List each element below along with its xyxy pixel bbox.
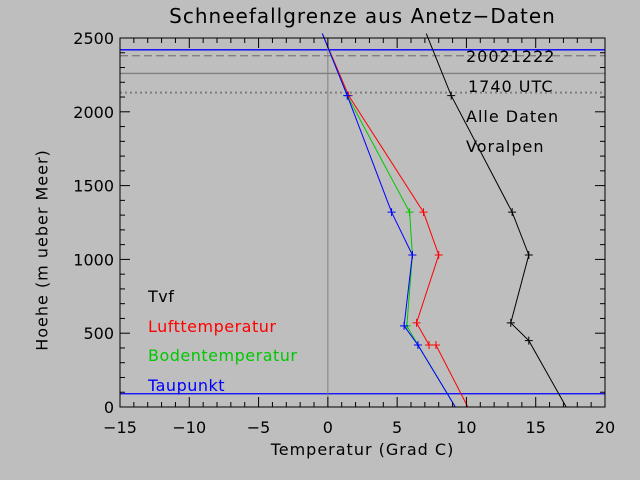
- y-tick-label: 2000: [73, 103, 114, 122]
- y-axis-label: Hoehe (m ueber Meer): [32, 149, 52, 351]
- x-tick-label: −10: [172, 418, 206, 437]
- y-tick-label: 0: [104, 398, 114, 417]
- y-tick-label: 2500: [73, 29, 114, 48]
- series-line-bodentemperatur: [321, 33, 456, 408]
- point-tvf-4: [508, 208, 517, 217]
- x-tick-label: −15: [103, 418, 137, 437]
- y-tick-label: 500: [83, 324, 114, 343]
- info-time: 1740 UTC: [468, 77, 554, 96]
- point-taupunkt-4: [387, 208, 396, 217]
- x-tick-label: 10: [456, 418, 476, 437]
- x-tick-label: −5: [247, 418, 271, 437]
- legend-taupunkt: Taupunkt: [148, 376, 226, 395]
- x-tick-label: 20: [595, 418, 615, 437]
- point-bodentemperatur-4: [405, 208, 414, 217]
- legend-bodentemperatur: Bodentemperatur: [148, 346, 298, 365]
- point-tvf-5: [447, 91, 456, 100]
- point-taupunkt-2: [400, 321, 409, 330]
- point-lufttemperatur-1: [431, 341, 440, 350]
- point-lufttemperatur-4: [434, 250, 443, 259]
- legend-lufttemperatur: Lufttemperatur: [148, 317, 277, 336]
- point-tvf-2: [506, 318, 515, 327]
- point-taupunkt-1: [413, 341, 422, 350]
- x-tick-label: 15: [526, 418, 546, 437]
- y-tick-label: 1500: [73, 177, 114, 196]
- point-lufttemperatur-3: [412, 318, 421, 327]
- info-date: 20021222: [466, 47, 556, 66]
- point-lufttemperatur-2: [425, 341, 434, 350]
- point-tvf-3: [524, 250, 533, 259]
- x-axis-label: Temperatur (Grad C): [270, 440, 455, 459]
- plot-frame: [119, 37, 606, 408]
- x-tick-label: 0: [323, 418, 333, 437]
- info-region: Voralpen: [466, 137, 545, 156]
- series-line-taupunkt: [321, 33, 456, 408]
- legend-tvf: Tvf: [148, 287, 175, 306]
- y-tick-label: 1000: [73, 250, 114, 269]
- point-lufttemperatur-5: [419, 208, 428, 217]
- point-taupunkt-5: [343, 91, 352, 100]
- point-tvf-1: [524, 336, 533, 345]
- chart-title: Schneefallgrenze aus Anetz−Daten: [169, 4, 556, 28]
- x-tick-label: 5: [392, 418, 402, 437]
- point-taupunkt-3: [408, 250, 417, 259]
- info-dataset: Alle Daten: [466, 107, 560, 126]
